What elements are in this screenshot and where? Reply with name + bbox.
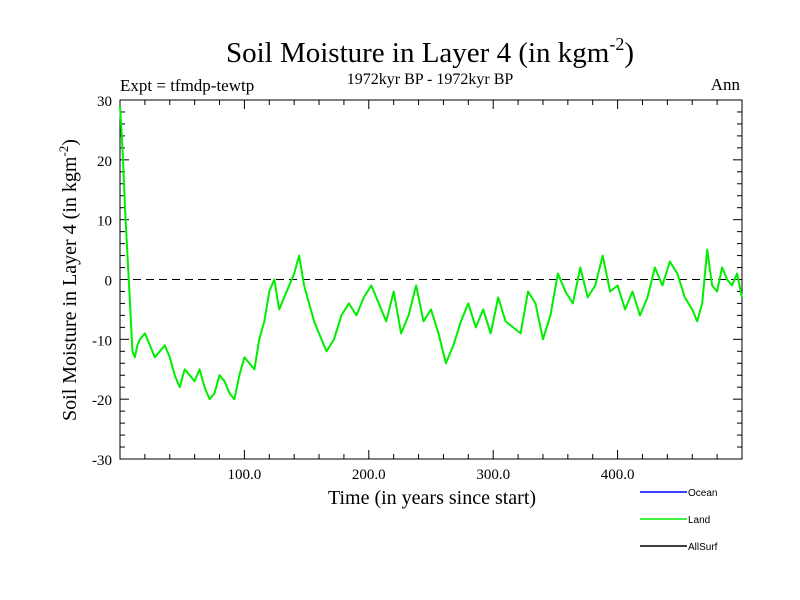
legend: Ocean Land AllSurf (640, 488, 718, 553)
x-tick-label: 200.0 (352, 467, 386, 483)
series-line-land (119, 105, 743, 401)
axis-tick-labels: -30 -20 -10 0 10 20 30 100.0 200.0 300.0 400.0 (92, 94, 634, 483)
y-tick-label: 10 (97, 214, 112, 230)
axis-ticks (120, 99, 742, 460)
series-group (119, 105, 743, 401)
x-tick-label: 400.0 (601, 467, 635, 483)
y-tick-label: 20 (97, 154, 112, 170)
x-axis-label: Time (in years since start) (328, 487, 536, 509)
legend-label-land: Land (688, 515, 710, 526)
chart-subtitle: 1972kyr BP - 1972kyr BP (347, 71, 514, 88)
y-tick-label: 0 (105, 274, 113, 290)
period-label: Ann (711, 75, 741, 94)
y-axis-label: Soil Moisture in Layer 4 (in kgm-2) (56, 139, 81, 421)
plot-area (119, 99, 743, 460)
y-tick-label: -20 (92, 393, 112, 409)
expt-label: Expt = tfmdp-tewtp (120, 76, 254, 95)
y-tick-label: -30 (92, 453, 112, 469)
chart-title-superscript: -2 (609, 34, 624, 54)
y-tick-label: -10 (92, 333, 112, 349)
x-tick-label: 100.0 (228, 467, 262, 483)
legend-label-allsurf: AllSurf (688, 542, 718, 553)
legend-label-ocean: Ocean (688, 488, 717, 499)
x-tick-label: 300.0 (476, 467, 510, 483)
chart-title: Soil Moisture in Layer 4 (in kgm-2) (226, 34, 634, 69)
y-axis-label-superscript: -2 (56, 146, 71, 157)
y-tick-label: 30 (97, 94, 112, 110)
